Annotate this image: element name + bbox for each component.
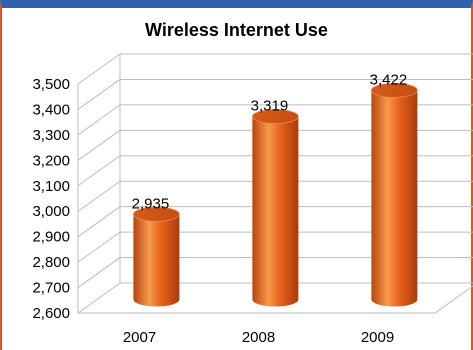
gridline	[77, 155, 121, 187]
gridline	[77, 257, 121, 288]
y-tick-label: 2,700	[32, 280, 70, 297]
x-tick-label: 2007	[123, 329, 156, 346]
y-tick-label: 3,500	[32, 76, 70, 93]
x-tick-label: 2008	[242, 329, 275, 346]
y-tick-label: 2,600	[32, 305, 70, 322]
gridline	[77, 79, 121, 110]
x-tick-label: 2009	[361, 329, 394, 346]
y-tick-label: 3,300	[32, 127, 70, 144]
gridline	[77, 129, 121, 161]
data-label: 3,319	[251, 98, 289, 115]
data-label: 2,935	[132, 195, 170, 212]
y-tick-label: 3,400	[32, 101, 70, 118]
y-tick-label: 3,200	[32, 152, 70, 169]
gridline	[77, 104, 121, 136]
bar-2007	[132, 206, 180, 307]
y-tick-label: 3,100	[32, 178, 70, 195]
y-tick-label: 2,900	[32, 229, 70, 246]
gridline	[77, 180, 121, 212]
gridline	[77, 282, 121, 314]
bar-2009	[370, 82, 418, 307]
bar-2008	[251, 109, 299, 307]
gridline	[77, 206, 121, 238]
gridline	[77, 53, 121, 85]
y-tick-label: 2,800	[32, 254, 70, 271]
gridline	[77, 231, 121, 263]
data-label: 3,422	[370, 71, 408, 88]
chart-title: Wireless Internet Use	[145, 20, 328, 40]
y-tick-label: 3,000	[32, 203, 70, 220]
